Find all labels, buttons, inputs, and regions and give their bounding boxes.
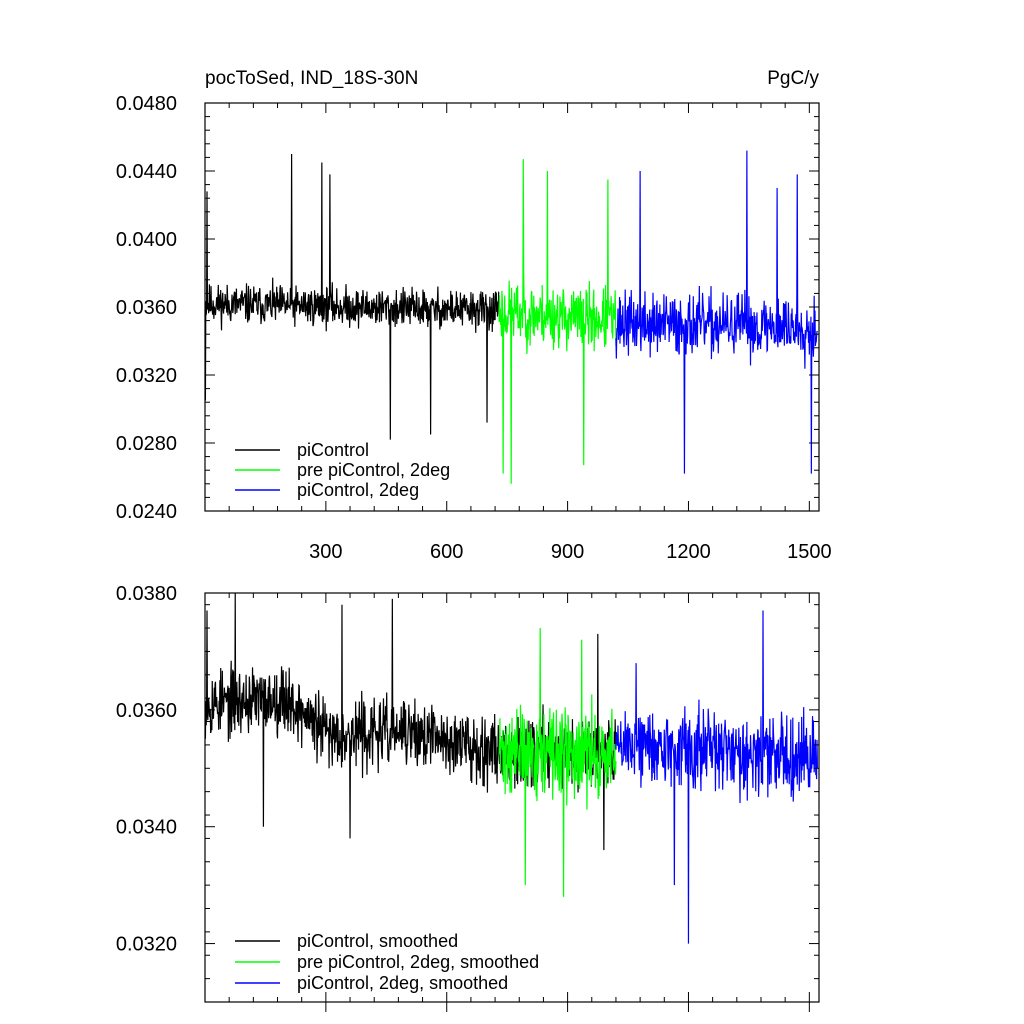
series-line-2 — [498, 628, 617, 897]
x-tick-label: 300 — [309, 541, 342, 563]
chart-title: pocToSed, IND_18S-30N — [205, 68, 418, 89]
bottom-plot-ticks: 0.0320 0.0340 0.0360 0.0380 — [116, 583, 819, 1012]
y-tick-label: 0.0320 — [116, 934, 177, 956]
legend-label-2: pre piControl, 2deg — [297, 460, 450, 480]
y-tick-label: 0.0360 — [116, 700, 177, 722]
bottom-plot-frame — [204, 592, 820, 1003]
y-tick-label: 0.0320 — [116, 365, 177, 387]
x-tick-label: 900 — [551, 541, 584, 563]
bottom-panel: 0.0320 0.0340 0.0360 0.0380 piControl, smoo… — [116, 583, 820, 1012]
y-tick-label: 0.0400 — [116, 229, 177, 251]
y-tick-label: 0.0380 — [116, 583, 177, 605]
y-tick-label: 0.0280 — [116, 433, 177, 455]
x-tick-label: 600 — [430, 541, 463, 563]
x-tick-label: 1500 — [787, 541, 832, 563]
top-panel: 300 600 900 1200 1500 0.0240 0.0280 0.0320 0.036… — [116, 68, 832, 563]
series-line-3 — [615, 150, 818, 474]
y-tick-label: 0.0360 — [116, 297, 177, 319]
series-line-1 — [204, 592, 617, 851]
series-line-1 — [204, 153, 500, 440]
legend-label-2: pre piControl, 2deg, smoothed — [297, 952, 539, 972]
y-tick-label: 0.0480 — [116, 93, 177, 115]
x-tick-label: 1200 — [666, 541, 711, 563]
y-tick-label: 0.0440 — [116, 161, 177, 183]
bottom-plot-series — [204, 592, 818, 944]
legend-label-1: piControl, smoothed — [297, 931, 458, 951]
series-line-3 — [615, 610, 818, 944]
units-label: PgC/y — [767, 68, 819, 89]
top-plot-ticks: 300 600 900 1200 1500 0.0240 0.0280 0.0320 0.036… — [116, 93, 832, 563]
legend-label-1: piControl — [297, 440, 369, 460]
y-tick-label: 0.0340 — [116, 817, 177, 839]
legend-label-3: piControl, 2deg, smoothed — [297, 973, 508, 993]
top-plot-series — [204, 150, 818, 484]
y-tick-label: 0.0240 — [116, 501, 177, 523]
series-line-2 — [498, 159, 617, 484]
legend-label-3: piControl, 2deg — [297, 480, 419, 500]
